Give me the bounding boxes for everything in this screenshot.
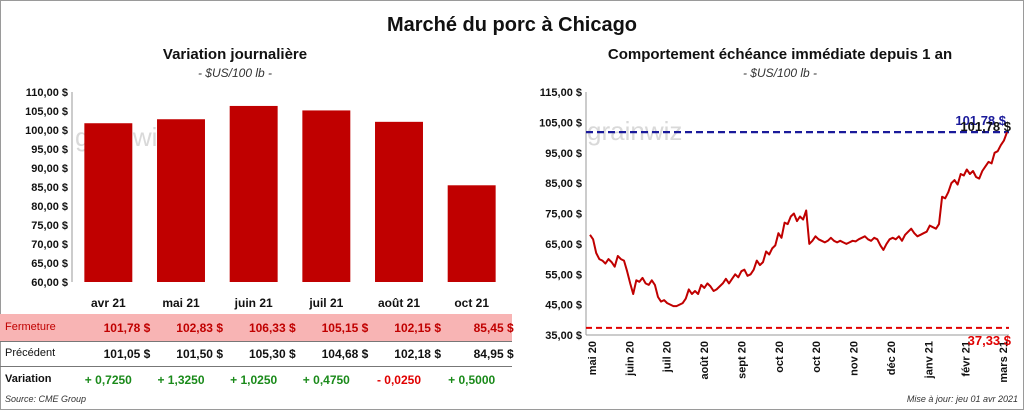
y-tick-label: 65,00 $ bbox=[31, 258, 68, 270]
var-cell: + 1,3250 bbox=[157, 373, 205, 387]
y-tick-label: 75,00 $ bbox=[31, 220, 68, 232]
y-tick-label: 110,00 $ bbox=[26, 87, 68, 99]
y-tick-label: 75,00 $ bbox=[545, 209, 582, 221]
close-cell: 102,15 $ bbox=[394, 321, 441, 335]
prev-cell: 102,18 $ bbox=[394, 347, 441, 361]
max-value-label: 101,78 $ bbox=[955, 113, 1006, 128]
y-tick-label: 105,00 $ bbox=[25, 106, 68, 118]
close-cell: 85,45 $ bbox=[473, 321, 514, 335]
y-tick-label: 70,00 $ bbox=[31, 239, 68, 251]
y-tick-label: 45,00 $ bbox=[545, 300, 582, 312]
x-tick-label: janv 21 bbox=[923, 341, 935, 379]
x-tick-label: déc 20 bbox=[886, 341, 898, 375]
close-cell: 101,78 $ bbox=[103, 321, 151, 335]
watermark: grainwiz bbox=[587, 116, 682, 146]
var-cell: + 0,4750 bbox=[302, 373, 350, 387]
var-cell: - 0,0250 bbox=[376, 373, 422, 387]
var-cell: + 0,7250 bbox=[84, 373, 132, 387]
close-row-background bbox=[0, 314, 512, 341]
right-chart-title: Comportement échéance immédiate depuis 1… bbox=[607, 46, 953, 63]
x-tick-label: oct 20 bbox=[774, 341, 786, 373]
bar bbox=[302, 110, 351, 283]
close-cell: 106,33 $ bbox=[248, 321, 296, 335]
prev-row-label: Précédent bbox=[5, 347, 56, 359]
table-divider bbox=[0, 366, 512, 367]
y-tick-label: 55,00 $ bbox=[545, 269, 582, 281]
var-cell: + 0,5000 bbox=[448, 373, 496, 387]
x-tick-label: juil 20 bbox=[662, 341, 674, 373]
x-tick-label: sept 20 bbox=[736, 341, 748, 379]
min-value-label: 37,33 $ bbox=[968, 333, 1012, 348]
bar bbox=[157, 119, 205, 282]
close-cell: 102,83 $ bbox=[176, 321, 223, 335]
x-tick-label: mai 21 bbox=[162, 296, 200, 310]
source-note: Source: CME Group bbox=[5, 394, 87, 404]
left-bar-chart: grainwiz60,00 $65,00 $70,00 $75,00 $80,0… bbox=[25, 87, 496, 310]
prev-cell: 104,68 $ bbox=[321, 347, 369, 361]
bar bbox=[229, 105, 278, 282]
prev-cell: 101,05 $ bbox=[103, 347, 151, 361]
bar bbox=[84, 123, 133, 283]
y-tick-label: 85,00 $ bbox=[545, 178, 582, 190]
y-tick-label: 95,00 $ bbox=[545, 148, 582, 160]
y-tick-label: 65,00 $ bbox=[545, 239, 582, 251]
x-tick-label: août 20 bbox=[699, 341, 711, 380]
right-line-chart: grainwiz 35,00 $ 45,00 $ 55,00 $ 65,00 $ 75,0… bbox=[539, 87, 1012, 383]
prev-cell: 105,30 $ bbox=[248, 347, 296, 361]
x-tick-label: juin 21 bbox=[234, 296, 273, 310]
right-chart-unit: - $US/100 lb - bbox=[742, 66, 818, 80]
x-tick-label: oct 21 bbox=[454, 296, 489, 310]
x-tick-label: févr 21 bbox=[961, 341, 973, 376]
x-tick-label: mai 20 bbox=[587, 341, 599, 375]
y-tick-label: 95,00 $ bbox=[31, 144, 68, 156]
var-cell: + 1,0250 bbox=[230, 373, 278, 387]
y-tick-label: 85,00 $ bbox=[31, 182, 68, 194]
last-value-label: 101,78 $ bbox=[960, 119, 1011, 134]
prev-cell: 84,95 $ bbox=[473, 347, 514, 361]
y-tick-label: 90,00 $ bbox=[31, 163, 68, 175]
y-tick-label: 60,00 $ bbox=[31, 277, 68, 289]
x-tick-label: oct 20 bbox=[811, 341, 823, 373]
close-row-label: Fermeture bbox=[5, 321, 56, 333]
x-tick-label: août 21 bbox=[378, 296, 420, 310]
y-tick-label: 35,00 $ bbox=[545, 330, 582, 342]
left-chart-title: Variation journalière bbox=[162, 46, 308, 63]
table-divider bbox=[0, 341, 512, 342]
var-row-label: Variation bbox=[5, 373, 52, 385]
y-tick-label: 80,00 $ bbox=[31, 201, 68, 213]
price-line bbox=[589, 131, 1008, 308]
y-tick-label: 105,00 $ bbox=[539, 117, 582, 129]
y-tick-label: 115,00 $ bbox=[540, 87, 582, 99]
update-note: Mise à jour: jeu 01 avr 2021 bbox=[906, 394, 1018, 404]
x-tick-label: juin 20 bbox=[624, 341, 636, 377]
prev-cell: 101,50 $ bbox=[176, 347, 223, 361]
x-tick-label: nov 20 bbox=[849, 341, 861, 376]
bar bbox=[375, 121, 423, 282]
x-tick-label: mars 21 bbox=[998, 341, 1010, 383]
bar bbox=[447, 185, 496, 282]
left-chart-unit: - $US/100 lb - bbox=[197, 66, 273, 80]
y-tick-label: 100,00 $ bbox=[25, 125, 68, 137]
main-title: Marché du porc à Chicago bbox=[386, 14, 638, 36]
close-cell: 105,15 $ bbox=[321, 321, 369, 335]
x-tick-label: avr 21 bbox=[91, 296, 126, 310]
x-tick-label: juil 21 bbox=[308, 296, 343, 310]
